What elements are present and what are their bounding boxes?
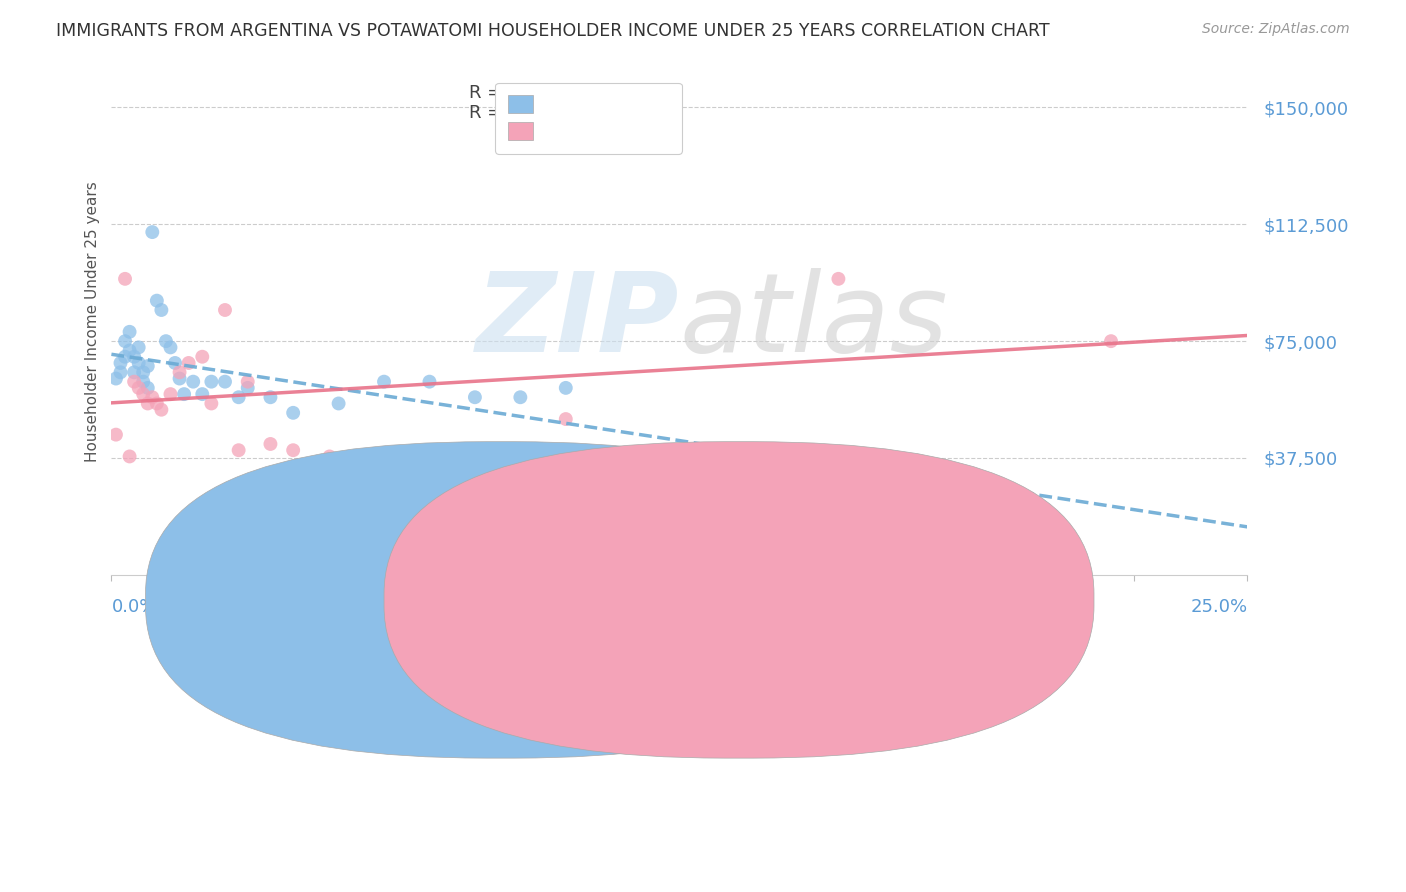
Text: Source: ZipAtlas.com: Source: ZipAtlas.com xyxy=(1202,22,1350,37)
Text: 25: 25 xyxy=(579,104,605,122)
Text: 25.0%: 25.0% xyxy=(1191,598,1247,615)
Point xyxy=(122,350,145,364)
Point xyxy=(259,390,281,404)
Text: IMMIGRANTS FROM ARGENTINA VS POTAWATOMI HOUSEHOLDER INCOME UNDER 25 YEARS CORREL: IMMIGRANTS FROM ARGENTINA VS POTAWATOMI … xyxy=(56,22,1050,40)
Point xyxy=(114,334,136,348)
Point xyxy=(236,375,259,389)
Point xyxy=(141,225,163,239)
Text: 0.0%: 0.0% xyxy=(111,598,157,615)
Text: Immigrants from Argentina: Immigrants from Argentina xyxy=(523,591,748,608)
Point xyxy=(163,356,186,370)
FancyBboxPatch shape xyxy=(145,442,855,758)
Point xyxy=(141,390,163,404)
Text: 0.393: 0.393 xyxy=(501,104,557,122)
Point xyxy=(114,272,136,286)
Point xyxy=(214,375,236,389)
Point xyxy=(177,356,200,370)
Point xyxy=(155,334,177,348)
Text: Potawatomi: Potawatomi xyxy=(761,591,859,608)
Point xyxy=(169,365,191,379)
Point xyxy=(118,343,141,358)
Point xyxy=(464,390,486,404)
Point xyxy=(200,375,222,389)
Y-axis label: Householder Income Under 25 years: Householder Income Under 25 years xyxy=(86,181,100,462)
Text: R =: R = xyxy=(470,104,508,122)
Point xyxy=(110,365,132,379)
FancyBboxPatch shape xyxy=(384,442,1094,758)
Point xyxy=(104,371,127,385)
Point xyxy=(191,350,214,364)
Point xyxy=(827,272,849,286)
Text: 0.031: 0.031 xyxy=(501,84,557,102)
Legend:                       ,                       : , xyxy=(495,83,682,153)
Point xyxy=(150,303,173,318)
Text: R =: R = xyxy=(470,84,508,102)
Point xyxy=(132,365,155,379)
Point xyxy=(200,396,222,410)
Point xyxy=(128,381,150,395)
Point xyxy=(395,452,418,467)
Point xyxy=(554,381,576,395)
Point xyxy=(259,437,281,451)
Point xyxy=(214,303,236,318)
Text: 38: 38 xyxy=(579,84,605,102)
Point xyxy=(554,412,576,426)
Point xyxy=(509,390,531,404)
Point xyxy=(228,443,250,458)
Point xyxy=(128,340,150,354)
Point xyxy=(191,387,214,401)
Point xyxy=(350,481,373,495)
Point xyxy=(132,375,155,389)
Point xyxy=(318,450,340,464)
Point xyxy=(236,381,259,395)
Point xyxy=(136,396,159,410)
Text: atlas: atlas xyxy=(679,268,948,376)
Point xyxy=(328,396,350,410)
Point xyxy=(122,365,145,379)
Point xyxy=(136,381,159,395)
Point xyxy=(128,356,150,370)
Point xyxy=(373,375,395,389)
Point xyxy=(118,450,141,464)
Point xyxy=(132,387,155,401)
Point xyxy=(104,427,127,442)
Point xyxy=(169,371,191,385)
Text: N =: N = xyxy=(546,104,596,122)
Point xyxy=(173,387,195,401)
Point xyxy=(228,390,250,404)
Point xyxy=(418,375,440,389)
Point xyxy=(146,396,169,410)
Point xyxy=(136,359,159,373)
Point xyxy=(122,375,145,389)
Point xyxy=(118,325,141,339)
Point xyxy=(146,293,169,308)
Point xyxy=(1099,334,1122,348)
Text: ZIP: ZIP xyxy=(475,268,679,376)
Point xyxy=(181,375,204,389)
Point xyxy=(150,402,173,417)
Point xyxy=(114,350,136,364)
Point xyxy=(110,356,132,370)
Point xyxy=(159,387,181,401)
Text: N =: N = xyxy=(546,84,596,102)
Point xyxy=(159,340,181,354)
Point xyxy=(283,406,305,420)
Point xyxy=(283,443,305,458)
